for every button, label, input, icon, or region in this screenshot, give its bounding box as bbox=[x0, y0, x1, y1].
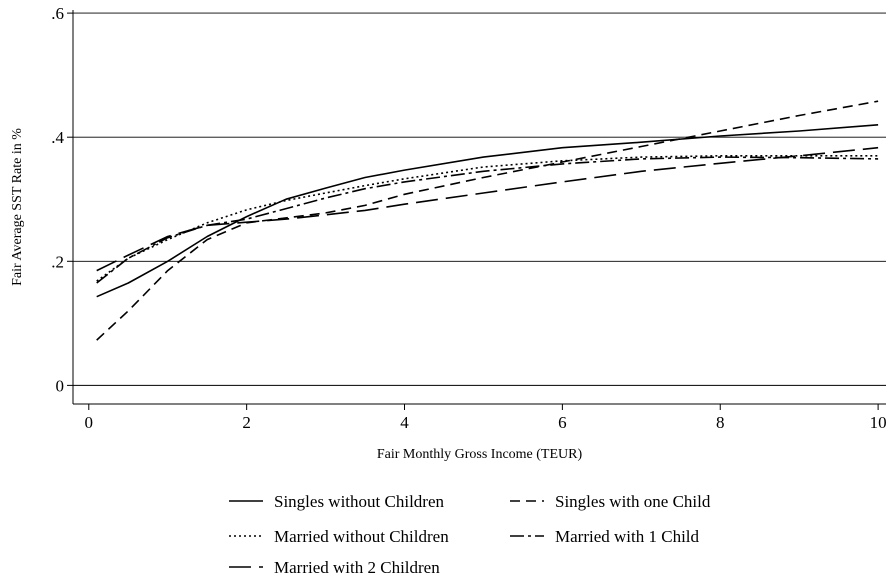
legend-label-2: Singles with one Child bbox=[555, 492, 711, 511]
x-tick-label: 6 bbox=[558, 413, 567, 432]
y-tick-label: .2 bbox=[51, 252, 64, 271]
y-tick-label: 0 bbox=[56, 376, 65, 395]
gridlines bbox=[73, 12, 886, 386]
legend-label-3: Married without Children bbox=[274, 527, 449, 546]
series-lines bbox=[96, 100, 879, 341]
y-tick-label: .6 bbox=[51, 4, 64, 23]
x-tick-label: 4 bbox=[400, 413, 409, 432]
series-line-4 bbox=[96, 156, 879, 284]
series-line-2 bbox=[96, 100, 879, 341]
legend-label-4: Married with 1 Child bbox=[555, 527, 700, 546]
legend: Singles without Children Singles with one… bbox=[229, 492, 711, 574]
x-tick-label: 0 bbox=[85, 413, 94, 432]
series-line-3 bbox=[96, 155, 879, 282]
legend-label-5: Married with 2 Children bbox=[274, 558, 440, 574]
legend-label-1: Singles without Children bbox=[274, 492, 445, 511]
x-tick-label: 10 bbox=[870, 413, 887, 432]
axes: 0 .2 .4 .6 0 2 4 6 8 10 bbox=[51, 4, 886, 432]
y-tick-label: .4 bbox=[51, 128, 64, 147]
series-line-1 bbox=[96, 124, 879, 298]
x-axis-title: Fair Monthly Gross Income (TEUR) bbox=[377, 447, 583, 462]
series-line-5 bbox=[96, 146, 879, 272]
x-tick-label: 8 bbox=[716, 413, 725, 432]
y-axis-title: Fair Average SST Rate in % bbox=[10, 128, 25, 286]
x-tick-label: 2 bbox=[242, 413, 251, 432]
